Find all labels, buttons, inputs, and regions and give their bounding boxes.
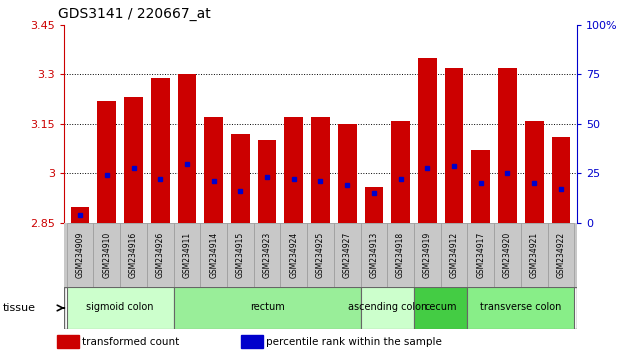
Bar xyxy=(231,134,250,223)
Bar xyxy=(547,223,574,287)
Bar xyxy=(121,223,147,287)
Text: GSM234909: GSM234909 xyxy=(76,232,85,278)
Bar xyxy=(418,58,437,223)
Bar xyxy=(124,97,143,223)
Text: rectum: rectum xyxy=(250,302,285,312)
Bar xyxy=(97,101,116,223)
Bar xyxy=(334,223,360,287)
Text: GSM234915: GSM234915 xyxy=(236,232,245,278)
Text: GSM234913: GSM234913 xyxy=(369,232,378,278)
Text: GSM234926: GSM234926 xyxy=(156,232,165,278)
Bar xyxy=(258,141,276,223)
Bar xyxy=(311,117,330,223)
Bar xyxy=(67,287,174,329)
Bar xyxy=(178,74,196,223)
Bar xyxy=(307,223,334,287)
Text: GSM234923: GSM234923 xyxy=(263,232,272,278)
Bar xyxy=(414,223,440,287)
Text: GSM234919: GSM234919 xyxy=(423,232,432,278)
Bar xyxy=(200,223,227,287)
Bar xyxy=(174,287,360,329)
Bar xyxy=(227,223,254,287)
Bar xyxy=(94,223,120,287)
Bar xyxy=(56,336,79,348)
Text: ascending colon: ascending colon xyxy=(347,302,427,312)
Text: cecum: cecum xyxy=(424,302,457,312)
Text: GSM234911: GSM234911 xyxy=(183,232,192,278)
Bar xyxy=(204,117,223,223)
Bar xyxy=(67,223,94,287)
Bar xyxy=(414,287,467,329)
Text: transformed count: transformed count xyxy=(82,337,179,347)
Bar xyxy=(281,223,307,287)
Bar xyxy=(440,223,467,287)
Text: GSM234922: GSM234922 xyxy=(556,232,565,278)
Text: GSM234920: GSM234920 xyxy=(503,232,512,278)
Text: GSM234927: GSM234927 xyxy=(343,232,352,278)
Bar xyxy=(254,223,280,287)
Text: tissue: tissue xyxy=(3,303,36,313)
Bar xyxy=(360,287,414,329)
Text: GSM234912: GSM234912 xyxy=(449,232,458,278)
Text: GSM234917: GSM234917 xyxy=(476,232,485,278)
Bar xyxy=(445,68,463,223)
Bar xyxy=(387,223,414,287)
Text: GSM234924: GSM234924 xyxy=(289,232,298,278)
Text: GSM234914: GSM234914 xyxy=(209,232,218,278)
Text: GSM234921: GSM234921 xyxy=(529,232,538,278)
Bar xyxy=(360,223,387,287)
Bar xyxy=(494,223,520,287)
Bar xyxy=(71,206,90,223)
Text: GSM234918: GSM234918 xyxy=(396,232,405,278)
Bar xyxy=(467,223,494,287)
Text: GDS3141 / 220667_at: GDS3141 / 220667_at xyxy=(58,7,210,21)
Text: GSM234916: GSM234916 xyxy=(129,232,138,278)
Bar xyxy=(365,187,383,223)
Bar xyxy=(391,121,410,223)
Text: sigmoid colon: sigmoid colon xyxy=(87,302,154,312)
Bar xyxy=(525,121,544,223)
Text: percentile rank within the sample: percentile rank within the sample xyxy=(266,337,442,347)
Bar xyxy=(174,223,200,287)
Bar xyxy=(147,223,174,287)
Text: GSM234925: GSM234925 xyxy=(316,232,325,278)
Bar xyxy=(240,336,263,348)
Bar xyxy=(285,117,303,223)
Bar xyxy=(551,137,570,223)
Bar xyxy=(151,78,170,223)
Bar xyxy=(520,223,547,287)
Bar xyxy=(471,150,490,223)
Text: GSM234910: GSM234910 xyxy=(103,232,112,278)
Bar xyxy=(498,68,517,223)
Bar xyxy=(338,124,356,223)
Text: transverse colon: transverse colon xyxy=(480,302,562,312)
Bar xyxy=(467,287,574,329)
